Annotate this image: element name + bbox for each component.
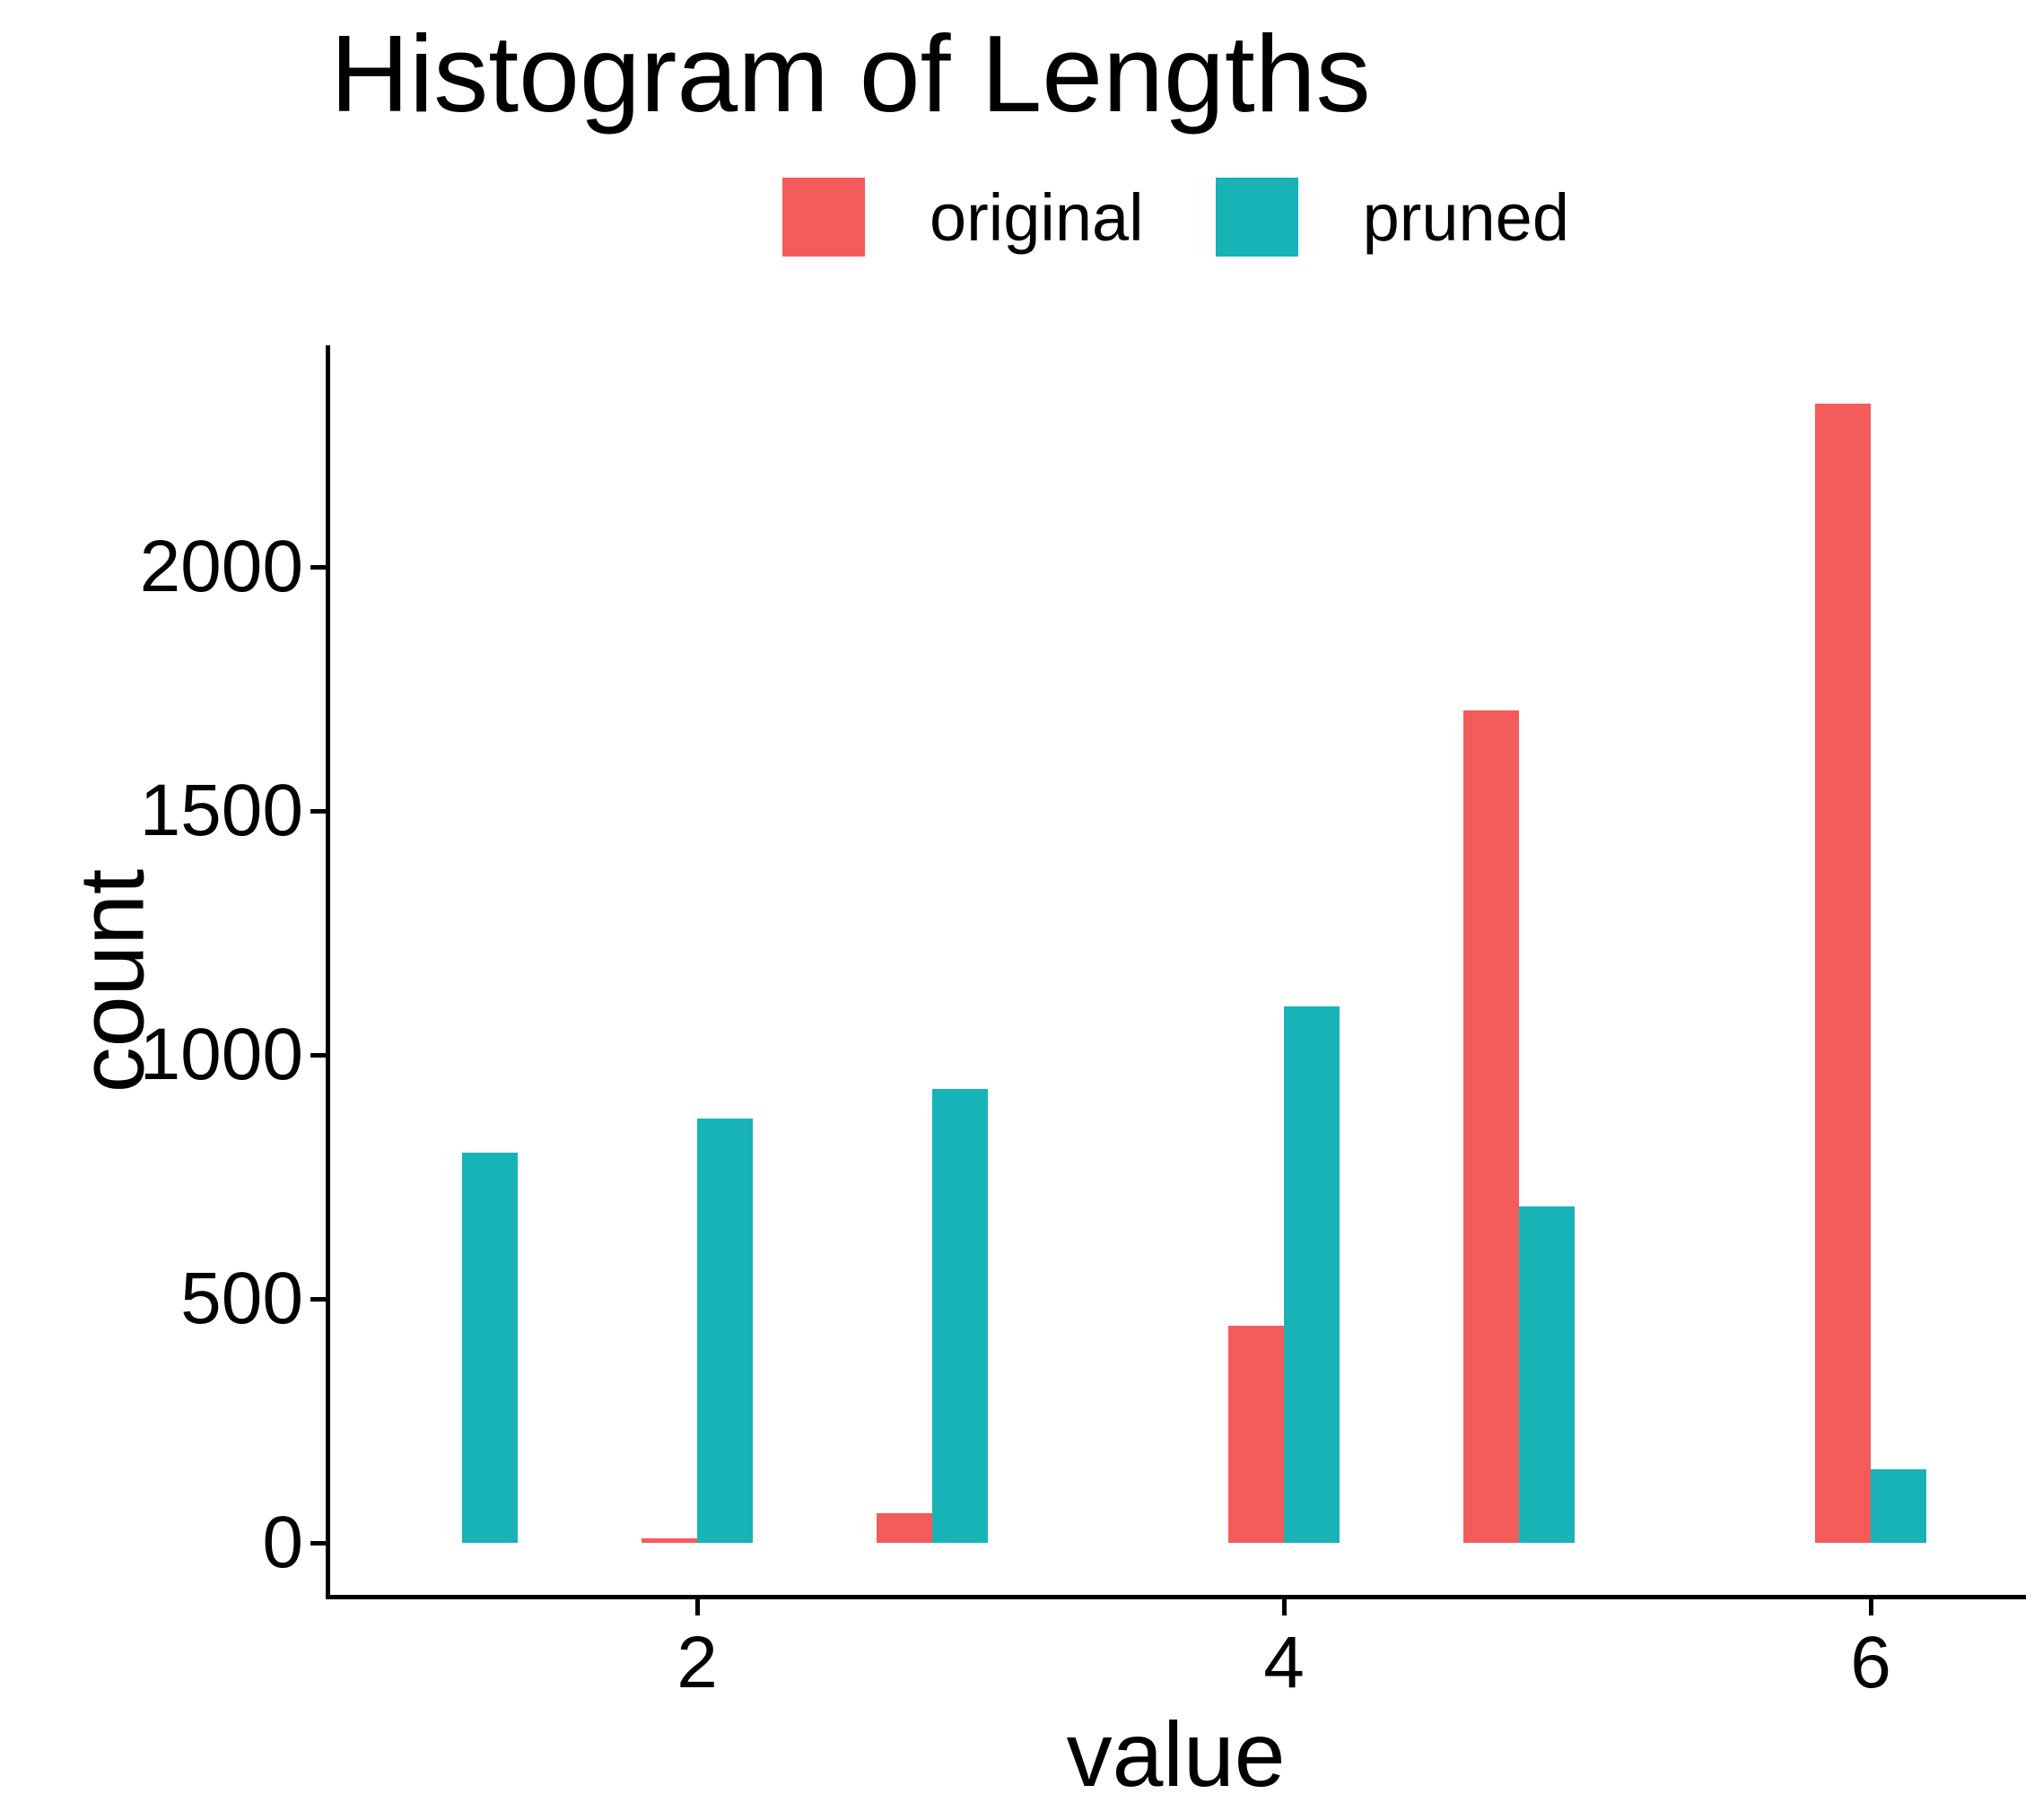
x-axis-title: value: [1066, 1703, 1286, 1806]
chart-title: Histogram of Lengths: [330, 13, 1371, 135]
x-tick-label-6: 6: [1850, 1622, 1891, 1703]
y-tick-label-2000: 2000: [139, 526, 303, 607]
x-tick-mark-2: [695, 1599, 700, 1615]
x-tick-mark-6: [1869, 1599, 1873, 1615]
y-tick-label-1500: 1500: [139, 770, 303, 851]
y-tick-mark-0: [310, 1541, 326, 1546]
y-tick-mark-1000: [310, 1053, 326, 1058]
x-tick-label-2: 2: [677, 1622, 718, 1703]
bar-pruned-4.8: [1518, 1206, 1575, 1543]
legend-item-original: original: [781, 178, 1144, 257]
x-tick-label-4: 4: [1263, 1622, 1305, 1703]
legend-label-original: original: [929, 179, 1144, 255]
bar-pruned-1.2: [462, 1153, 519, 1543]
bar-pruned-2: [697, 1119, 753, 1543]
bar-original-4.8: [1462, 710, 1519, 1543]
y-tick-mark-500: [310, 1297, 326, 1302]
legend-label-pruned: pruned: [1362, 179, 1569, 255]
legend-item-pruned: pruned: [1215, 178, 1569, 257]
legend-swatch-pruned: [1215, 178, 1298, 257]
y-tick-label-1000: 1000: [139, 1014, 303, 1095]
bar-pruned-4: [1284, 1006, 1340, 1543]
y-tick-mark-1500: [310, 809, 326, 814]
bar-pruned-6: [1871, 1469, 1926, 1543]
y-tick-mark-2000: [310, 565, 326, 570]
bar-original-6: [1815, 404, 1871, 1543]
bar-original-2: [642, 1538, 697, 1543]
bar-original-4: [1228, 1326, 1284, 1543]
legend: original pruned: [326, 178, 2026, 257]
bar-pruned-2.8: [931, 1089, 988, 1543]
y-tick-label-0: 0: [262, 1502, 303, 1583]
bar-original-2.8: [876, 1513, 932, 1543]
plot-area: [326, 345, 2026, 1599]
y-tick-label-500: 500: [180, 1258, 303, 1339]
x-tick-mark-4: [1282, 1599, 1287, 1615]
legend-swatch-original: [781, 178, 865, 257]
